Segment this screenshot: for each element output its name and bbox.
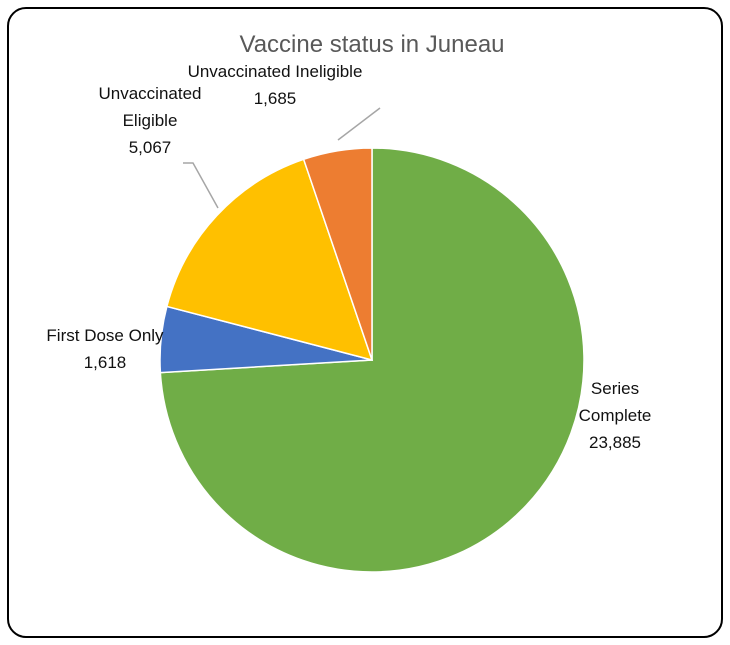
- category-label: Unvaccinated Eligible: [98, 84, 202, 130]
- data-label: Series Complete 23,885: [565, 375, 665, 456]
- value-label: 1,685: [253, 89, 297, 108]
- leader-line: [183, 162, 219, 209]
- data-label: First Dose Only 1,618: [45, 322, 165, 376]
- value-label: 23,885: [589, 433, 641, 452]
- data-label: Unvaccinated Eligible 5,067: [80, 80, 220, 161]
- leader-line: [337, 107, 381, 141]
- chart-title: Vaccine status in Juneau: [239, 31, 504, 58]
- category-label: Series Complete: [578, 379, 652, 425]
- pie-slice: [302, 147, 373, 361]
- category-label: First Dose Only: [46, 326, 164, 345]
- category-label: Unvaccinated Ineligible: [187, 62, 363, 81]
- value-label: 5,067: [128, 138, 172, 157]
- value-label: 1,618: [83, 353, 127, 372]
- pie: [159, 147, 585, 573]
- data-label: Unvaccinated Ineligible 1,685: [140, 58, 410, 112]
